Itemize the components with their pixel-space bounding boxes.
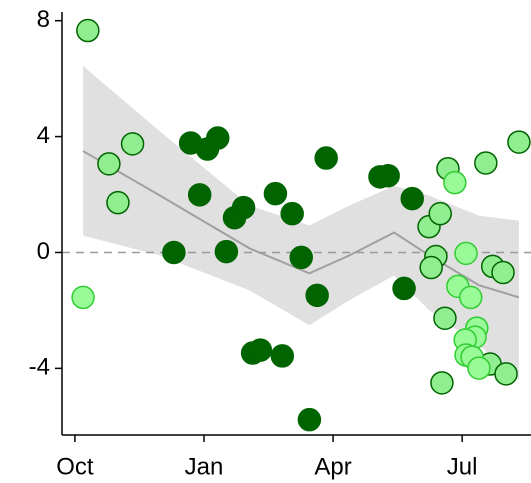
scatter-point <box>281 203 303 225</box>
scatter-point <box>401 188 423 210</box>
scatter-point <box>298 409 320 431</box>
confidence-band <box>83 66 519 380</box>
scatter-point <box>455 242 477 264</box>
scatter-point <box>271 345 293 367</box>
scatter-point <box>249 339 271 361</box>
scatter-point <box>475 152 497 174</box>
scatter-point <box>189 184 211 206</box>
scatter-point <box>468 357 490 379</box>
scatter-point <box>495 363 517 385</box>
scatter-point <box>492 261 514 283</box>
scatter-point <box>264 183 286 205</box>
scatter-point <box>290 246 312 268</box>
y-tick-label: 4 <box>37 122 50 149</box>
scatter-point <box>306 284 328 306</box>
scatter-point <box>122 133 144 155</box>
scatter-point <box>107 192 129 214</box>
scatter-point <box>508 131 530 153</box>
y-tick-label: 8 <box>37 6 50 33</box>
y-tick-label: -4 <box>29 354 50 381</box>
x-tick-label: Jul <box>447 453 478 480</box>
scatter-point <box>98 153 120 175</box>
scatter-point <box>77 20 99 42</box>
scatter-point <box>444 172 466 194</box>
scatter-point <box>431 372 453 394</box>
scatter-point <box>215 241 237 263</box>
scatter-point <box>434 307 456 329</box>
scatter-point <box>315 147 337 169</box>
scatter-point <box>72 286 94 308</box>
scatter-point <box>460 286 482 308</box>
scatter-point <box>207 127 229 149</box>
chart: 8 4 0 -4 Oct Jan Apr Jul <box>0 0 531 483</box>
x-tick-label: Jan <box>185 453 224 480</box>
scatter-point <box>163 241 185 263</box>
scatter-point <box>429 203 451 225</box>
y-tick-label: 0 <box>37 238 50 265</box>
scatter-point <box>377 165 399 187</box>
scatter-point <box>233 197 255 219</box>
scatter-point <box>393 277 415 299</box>
scatter-point <box>420 257 442 279</box>
x-tick-label: Oct <box>56 453 94 480</box>
x-tick-label: Apr <box>314 453 351 480</box>
